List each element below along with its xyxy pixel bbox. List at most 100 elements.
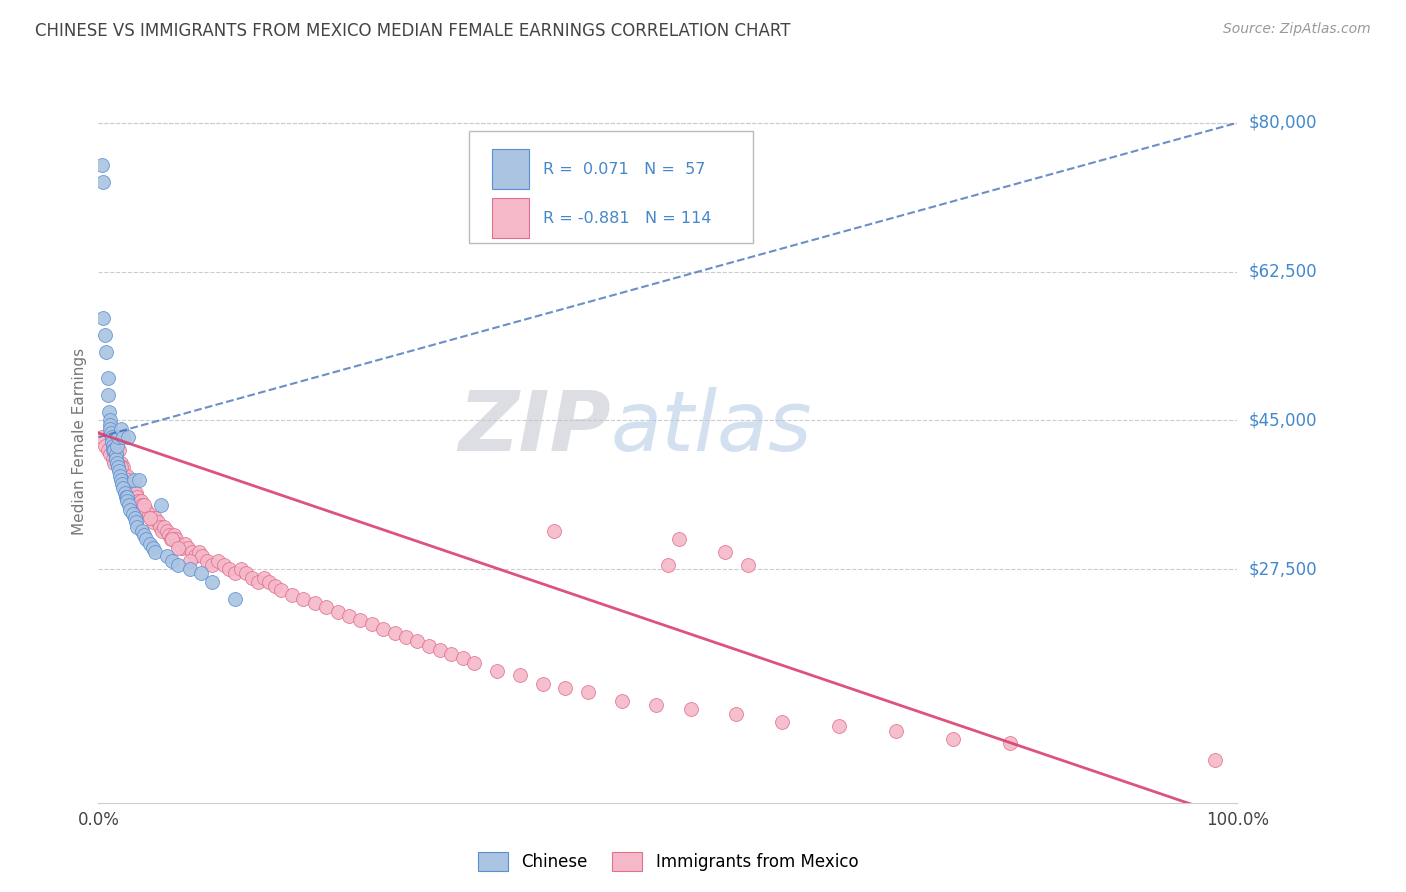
Text: R =  0.071   N =  57: R = 0.071 N = 57 xyxy=(543,161,704,177)
Point xyxy=(121,507,143,521)
Point xyxy=(668,533,690,547)
Point xyxy=(110,456,132,470)
Text: CHINESE VS IMMIGRANTS FROM MEXICO MEDIAN FEMALE EARNINGS CORRELATION CHART: CHINESE VS IMMIGRANTS FROM MEXICO MEDIAN… xyxy=(35,22,790,40)
Point xyxy=(235,566,257,581)
Point xyxy=(101,430,124,444)
Point xyxy=(96,388,118,402)
Text: ZIP: ZIP xyxy=(458,386,612,467)
Point xyxy=(440,647,463,661)
Point xyxy=(122,473,145,487)
Point xyxy=(108,443,131,458)
Point xyxy=(142,541,165,555)
Point xyxy=(138,507,160,521)
Point xyxy=(165,533,187,547)
Point xyxy=(110,422,132,436)
Point xyxy=(128,473,150,487)
Text: $27,500: $27,500 xyxy=(1249,560,1317,578)
Point xyxy=(121,481,143,495)
Point xyxy=(162,553,184,567)
Point xyxy=(104,451,127,466)
Legend: Chinese, Immigrants from Mexico: Chinese, Immigrants from Mexico xyxy=(471,845,865,878)
Point xyxy=(259,574,281,589)
Point xyxy=(100,425,122,440)
Point xyxy=(125,516,148,530)
Point xyxy=(124,511,146,525)
Point xyxy=(138,536,160,550)
Point xyxy=(281,588,304,602)
Point xyxy=(139,511,162,525)
Point xyxy=(107,460,129,475)
Bar xyxy=(492,149,529,189)
Point xyxy=(156,524,179,538)
Point xyxy=(114,473,136,487)
Point xyxy=(270,583,292,598)
Point xyxy=(125,485,148,500)
Point xyxy=(180,545,202,559)
Point xyxy=(103,451,125,466)
Point xyxy=(112,430,135,444)
Point xyxy=(170,541,193,555)
Point xyxy=(118,477,141,491)
Point xyxy=(191,549,214,564)
Point xyxy=(127,494,149,508)
Point xyxy=(98,422,121,436)
Point xyxy=(162,528,184,542)
Point xyxy=(418,639,440,653)
Point xyxy=(195,553,218,567)
Point xyxy=(207,553,229,567)
Point xyxy=(142,516,165,530)
FancyBboxPatch shape xyxy=(468,131,754,243)
Y-axis label: Median Female Earnings: Median Female Earnings xyxy=(72,348,87,535)
Point xyxy=(118,498,141,512)
Point xyxy=(132,502,155,516)
Text: R = -0.881   N = 114: R = -0.881 N = 114 xyxy=(543,211,711,226)
Point xyxy=(105,456,128,470)
Point xyxy=(229,562,252,576)
Point xyxy=(576,685,599,699)
Point xyxy=(111,477,134,491)
Point xyxy=(91,311,114,326)
Point xyxy=(96,345,118,359)
Point xyxy=(998,736,1021,750)
Point xyxy=(96,371,118,385)
Point xyxy=(543,524,565,538)
Point xyxy=(645,698,668,712)
Point xyxy=(124,490,146,504)
Point xyxy=(612,694,634,708)
Point xyxy=(162,533,184,547)
Point xyxy=(107,460,129,475)
Point xyxy=(97,405,120,419)
Point xyxy=(120,477,142,491)
Point xyxy=(112,460,135,475)
Point xyxy=(105,439,128,453)
Point xyxy=(167,541,190,555)
Point xyxy=(103,456,125,470)
Point xyxy=(104,447,127,461)
Text: Source: ZipAtlas.com: Source: ZipAtlas.com xyxy=(1223,22,1371,37)
Point xyxy=(96,443,118,458)
Point xyxy=(150,498,173,512)
Point xyxy=(105,456,128,470)
Point xyxy=(110,473,132,487)
Point xyxy=(451,651,474,665)
Point xyxy=(406,634,429,648)
Point xyxy=(218,562,240,576)
Point xyxy=(104,447,127,461)
Point xyxy=(104,451,127,466)
Text: atlas: atlas xyxy=(612,386,813,467)
Point xyxy=(129,494,152,508)
Point xyxy=(101,434,124,449)
Point xyxy=(167,536,190,550)
Point xyxy=(1204,753,1226,767)
Point xyxy=(145,545,167,559)
Point xyxy=(384,625,406,640)
Point xyxy=(337,608,360,623)
Point xyxy=(828,719,851,733)
Point xyxy=(111,464,134,478)
Point xyxy=(145,511,167,525)
Point xyxy=(138,511,160,525)
Point xyxy=(115,494,138,508)
Point xyxy=(179,562,201,576)
Point xyxy=(132,498,155,512)
Point xyxy=(304,596,326,610)
